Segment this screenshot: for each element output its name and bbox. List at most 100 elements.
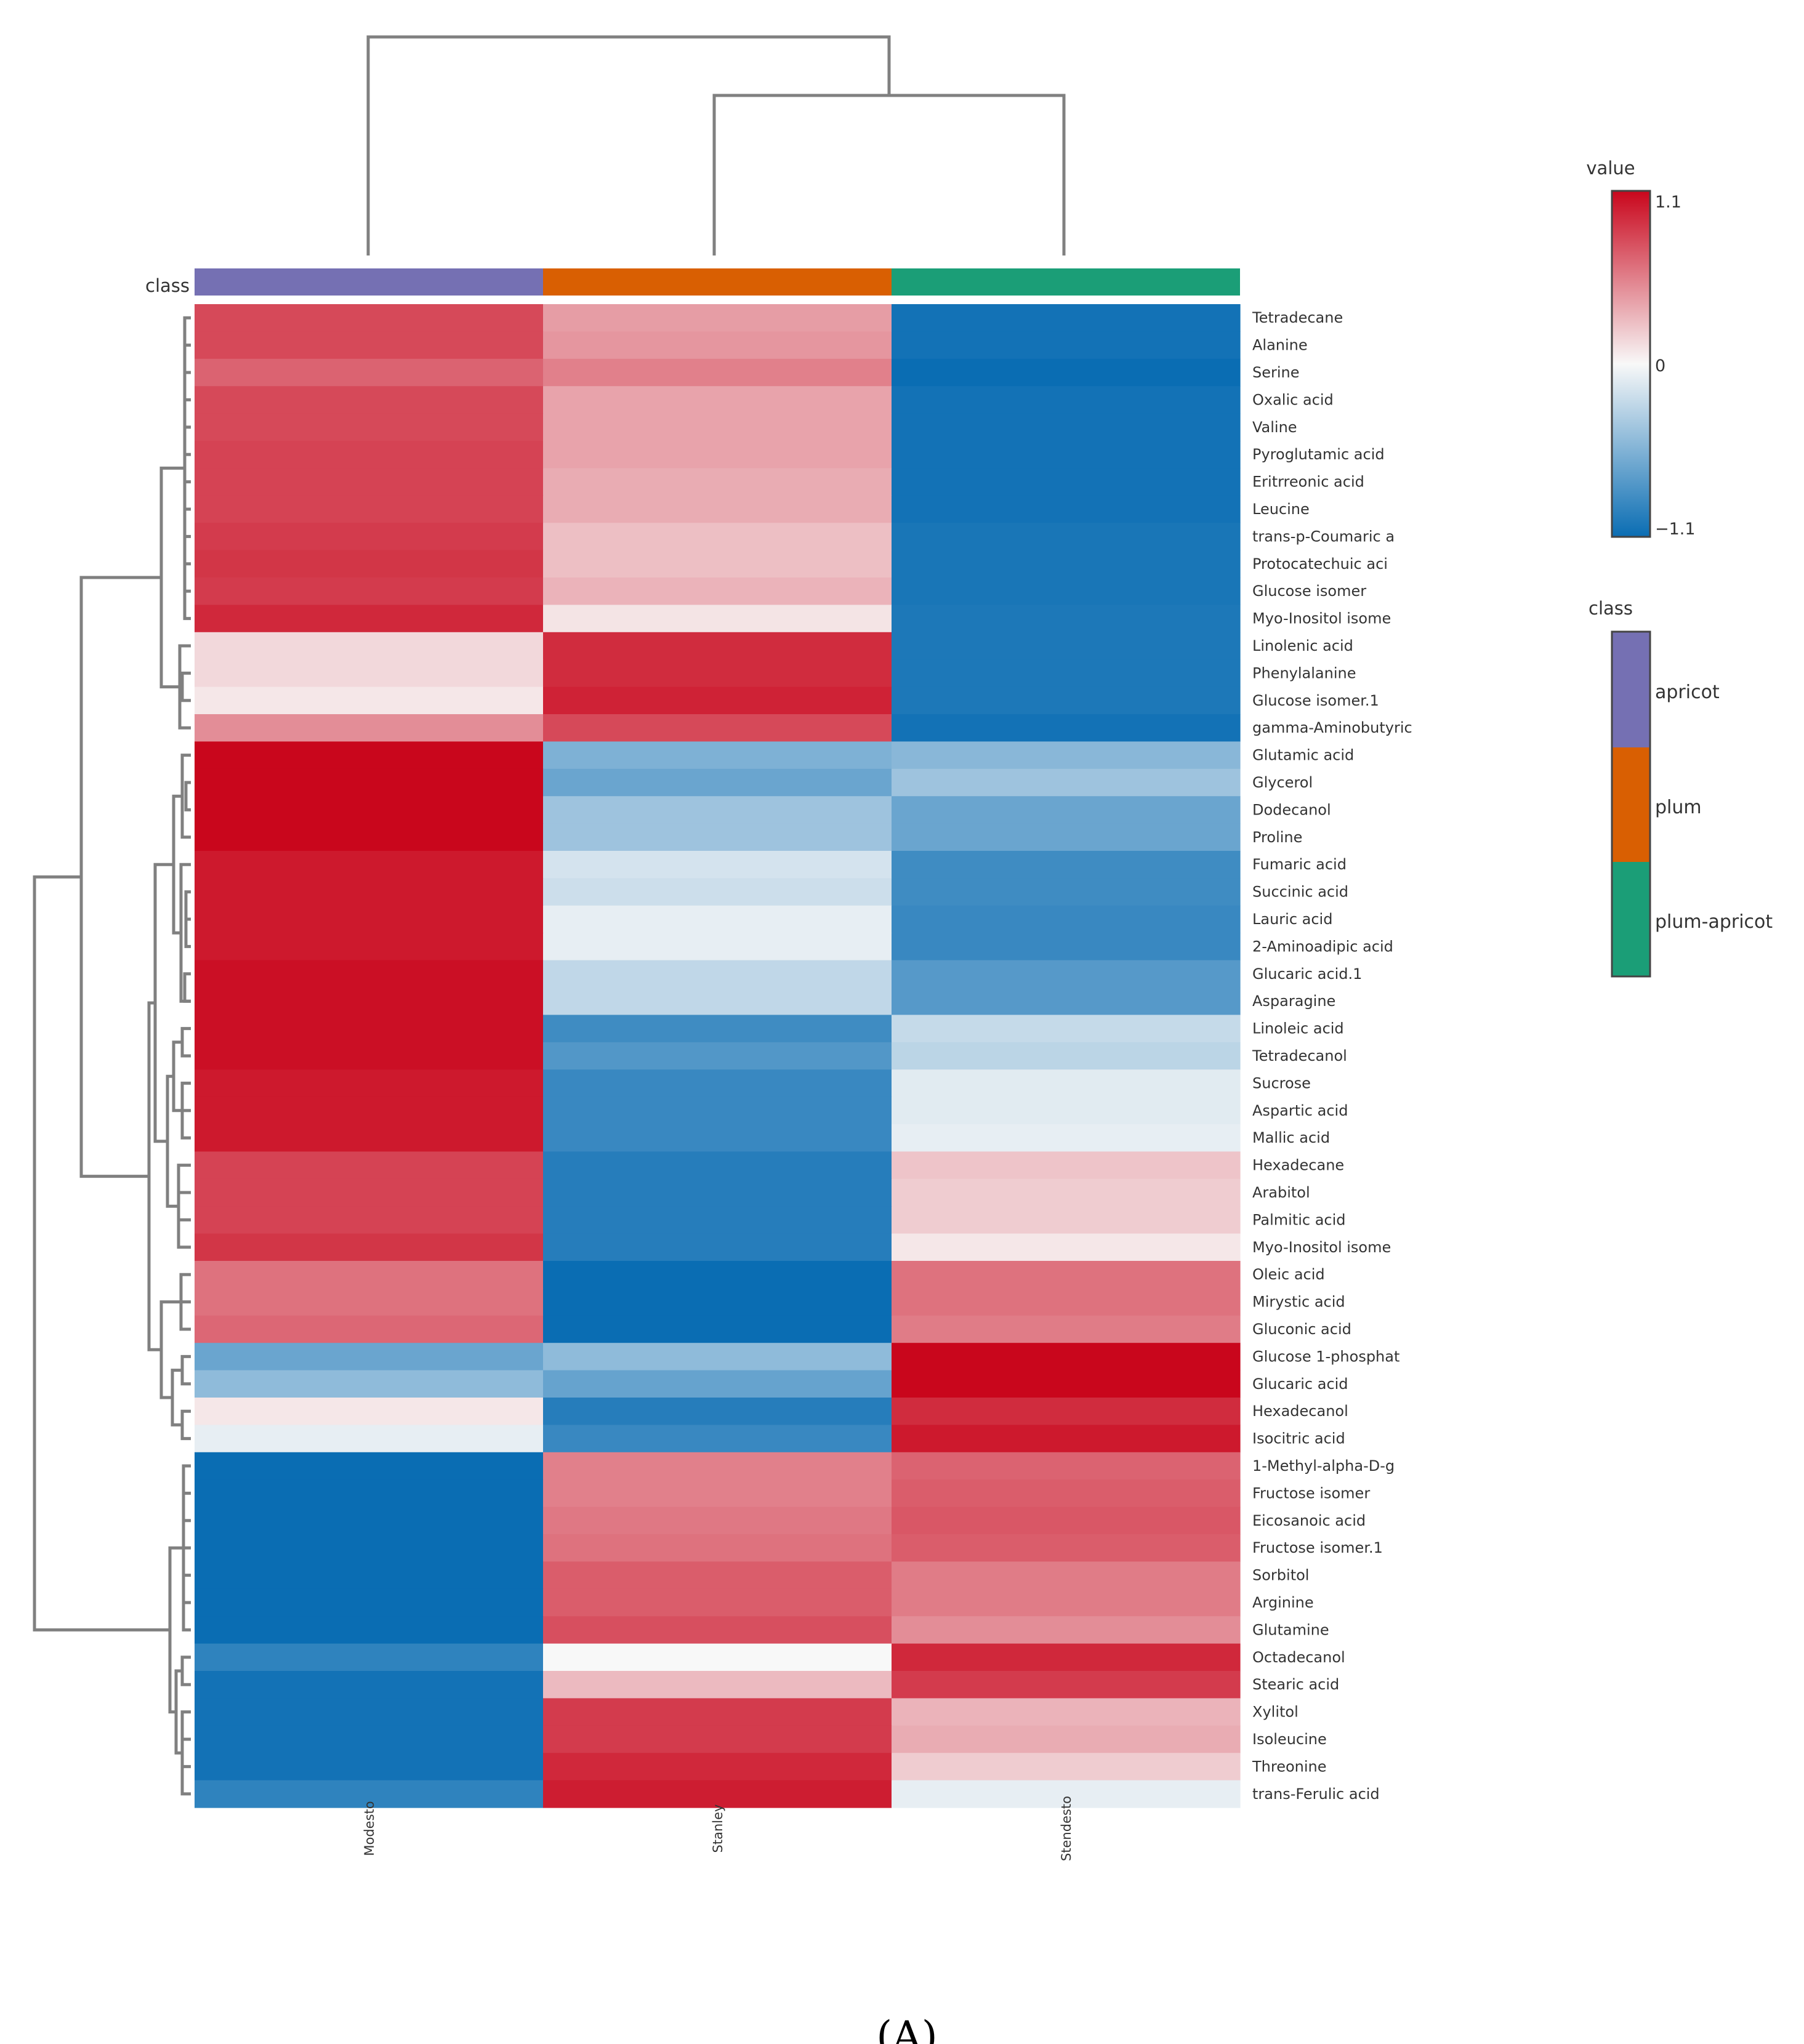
heatmap-cell: [195, 905, 544, 933]
heatmap-cell: [892, 1534, 1241, 1562]
heatmap-cell: [195, 1671, 544, 1699]
heatmap-cell: [195, 605, 544, 633]
heatmap-cell: [892, 1561, 1241, 1590]
heatmap-cell: [195, 1343, 544, 1371]
heatmap-cell: [543, 714, 892, 742]
heatmap-cell: [195, 1042, 544, 1070]
heatmap-cell: [543, 1698, 892, 1726]
heatmap-cell: [195, 823, 544, 851]
row-label: Myo-Inositol isome: [1252, 1239, 1391, 1256]
heatmap-cell: [543, 331, 892, 360]
class-legend-label-plum-apricot: plum-apricot: [1655, 911, 1773, 933]
heatmap-cell: [892, 495, 1241, 523]
heatmap-cell: [195, 1233, 544, 1261]
value-color-bar: [1611, 190, 1651, 538]
row-label: Dodecanol: [1252, 801, 1331, 818]
row-label: Palmitic acid: [1252, 1211, 1346, 1228]
row-label: Glucose 1-phosphat: [1252, 1348, 1399, 1365]
value-legend-min: −1.1: [1655, 520, 1696, 539]
heatmap-cell: [892, 796, 1241, 824]
heatmap-cell: [543, 1616, 892, 1644]
heatmap-cell: [543, 1178, 892, 1207]
row-label: Linolenic acid: [1252, 637, 1353, 654]
heatmap-cell: [543, 550, 892, 578]
heatmap-cell: [195, 632, 544, 660]
column-label: Stanley: [711, 1805, 725, 1853]
heatmap-cell: [543, 1206, 892, 1234]
heatmap-cell: [892, 768, 1241, 797]
heatmap-cell: [543, 1233, 892, 1261]
heatmap-cell: [543, 1151, 892, 1180]
row-label: Sorbitol: [1252, 1567, 1309, 1584]
heatmap-cell: [892, 468, 1241, 496]
heatmap-cell: [543, 304, 892, 332]
heatmap-cell: [543, 495, 892, 523]
heatmap-cell: [543, 1015, 892, 1043]
heatmap-cells: [195, 304, 1241, 1808]
row-label: Serine: [1252, 364, 1300, 381]
heatmap-cell: [195, 768, 544, 797]
heatmap-cell: [195, 1261, 544, 1289]
heatmap-cell: [195, 1643, 544, 1672]
heatmap-cell: [892, 523, 1241, 551]
heatmap-cell: [543, 1725, 892, 1753]
heatmap-cell: [892, 1425, 1241, 1453]
heatmap-cell: [195, 1096, 544, 1125]
heatmap-cell: [543, 1069, 892, 1098]
row-label: Aspartic acid: [1252, 1102, 1348, 1119]
class-legend-frame: [1611, 630, 1651, 978]
heatmap-cell: [892, 1343, 1241, 1371]
dendrogram-branch: [153, 863, 174, 1143]
heatmap-cell: [195, 495, 544, 523]
heatmap-cell: [195, 358, 544, 387]
row-label: Mallic acid: [1252, 1129, 1330, 1146]
row-label: Glycerol: [1252, 774, 1313, 791]
class-bar-label: class: [145, 275, 190, 296]
heatmap-cell: [195, 1288, 544, 1316]
row-label: Oleic acid: [1252, 1266, 1325, 1283]
heatmap-cell: [195, 851, 544, 879]
heatmap-cell: [543, 1507, 892, 1535]
class-bar-segment: [892, 268, 1240, 296]
class-legend-swatch-plum-apricot: [1612, 862, 1650, 976]
class-bar-segment: [543, 268, 892, 296]
heatmap-cell: [543, 823, 892, 851]
heatmap-cell: [892, 1315, 1241, 1343]
heatmap-cell: [892, 358, 1241, 387]
heatmap-cell: [892, 1069, 1241, 1098]
heatmap-cell: [543, 413, 892, 441]
heatmap-cell: [195, 686, 544, 715]
heatmap-cell: [892, 960, 1241, 988]
row-label: Isocitric acid: [1252, 1430, 1345, 1447]
dendrogram-branch: [180, 1710, 191, 1796]
dendrogram-branch: [184, 781, 191, 811]
heatmap-cell: [195, 1561, 544, 1590]
heatmap-cell: [543, 1561, 892, 1590]
heatmap-cell: [195, 1452, 544, 1480]
heatmap-cell: [543, 1780, 892, 1808]
heatmap-cell: [195, 1124, 544, 1152]
dendrogram-branch: [180, 671, 191, 702]
heatmap-cell: [892, 1753, 1241, 1781]
heatmap-cell: [892, 441, 1241, 469]
heatmap-cell: [543, 1343, 892, 1371]
row-label: Glucose isomer.1: [1252, 692, 1379, 709]
heatmap-cell: [892, 605, 1241, 633]
heatmap-cell: [195, 331, 544, 360]
row-label: Isoleucine: [1252, 1731, 1327, 1748]
heatmap-cell: [892, 823, 1241, 851]
heatmap-cell: [195, 1398, 544, 1425]
row-label: Gluconic acid: [1252, 1321, 1351, 1338]
heatmap-cell: [892, 304, 1241, 332]
heatmap-cell: [195, 1698, 544, 1726]
row-label: Myo-Inositol isome: [1252, 610, 1391, 627]
row-label: Glucaric acid: [1252, 1375, 1348, 1393]
heatmap-cell: [195, 1507, 544, 1535]
heatmap-cell: [892, 1588, 1241, 1617]
value-legend-mid: 0: [1655, 356, 1665, 376]
dendrogram-branch: [712, 94, 1066, 256]
heatmap-cell: [543, 1479, 892, 1508]
row-label: Valine: [1252, 419, 1297, 436]
heatmap-cell: [892, 1151, 1241, 1180]
row-label: trans-p-Coumaric a: [1252, 528, 1395, 545]
